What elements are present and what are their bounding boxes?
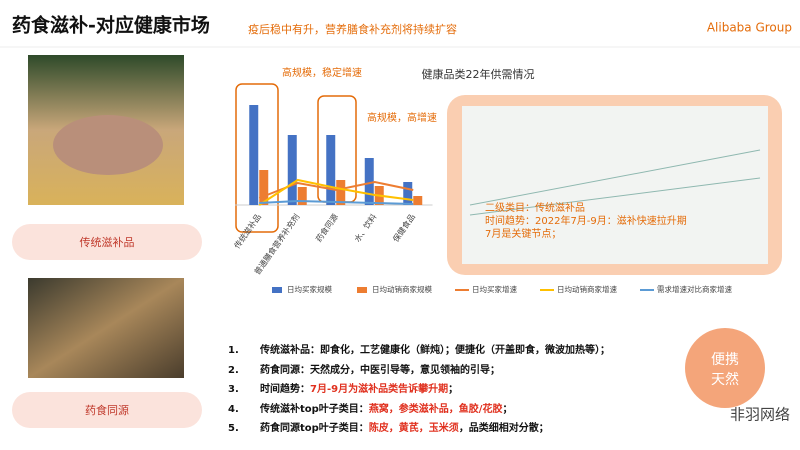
label-pill [12, 392, 202, 428]
legend-swatch [272, 287, 282, 293]
bar [403, 182, 413, 205]
overlay-text: 二级类目：传统滋补品 [485, 201, 585, 214]
bar [297, 187, 307, 205]
list-number: 3. [228, 384, 239, 395]
annotation: 高规模，稳定增速 [282, 66, 362, 79]
list-text: ，品类细相对分散； [458, 423, 549, 434]
x-tick-label: 保健食品 [390, 212, 417, 244]
annotation: 高规模，高增速 [367, 111, 437, 124]
card-label: 药食同源 [85, 403, 129, 417]
x-tick-label: 水、饮料 [352, 212, 379, 244]
photo [28, 278, 184, 378]
list-text: 时间趋势： [260, 384, 310, 395]
bar [249, 105, 259, 205]
list-number: 4. [228, 403, 239, 415]
list-text: 燕窝，参类滋补品，鱼胶/花胶 [368, 403, 503, 415]
x-tick-label: 药食同源 [313, 212, 340, 244]
list-text: 传统滋补品：即食化，工艺健康化（鲜炖）；便捷化（开盖即食，微波加热等）； [260, 345, 610, 356]
list-text: 药食同源：天然成分，中医引导等，意见领袖的引导； [260, 364, 500, 376]
bar [364, 158, 374, 205]
list-item: 4. 传统滋补top叶子类目：燕窝，参类滋补品，鱼胶/花胶； [228, 400, 610, 420]
logo: Alibaba Group [707, 21, 792, 35]
list-number: 1. [228, 345, 239, 356]
line [258, 178, 414, 206]
photo-bowl [53, 115, 163, 175]
list-text: 7月-9月为滋补品类告诉攀升期 [310, 384, 449, 395]
overlay-line [469, 149, 761, 206]
bar [287, 135, 297, 205]
line [259, 199, 414, 205]
list-item: 2. 药食同源：天然成分，中医引导等，意见领袖的引导； [228, 361, 610, 381]
badge-text: 天然 [711, 371, 739, 388]
bar [259, 170, 269, 205]
legend-swatch [357, 287, 367, 293]
legend-label: 需求增速对比商家增速 [657, 284, 732, 294]
bar [336, 180, 346, 205]
list-text: 陈皮，黄芪，玉米须 [368, 423, 459, 434]
list-item: 3. 时间趋势：7月-9月为滋补品类告诉攀升期； [228, 380, 610, 400]
title: 药食滋补-对应健康市场 [12, 14, 210, 37]
card-label: 传统滋补品 [80, 236, 135, 249]
legend-label: 日均买家规模 [287, 284, 332, 294]
overlay-text: 时间趋势：2022年7月-9月：滋补快速拉升期 [485, 214, 687, 227]
bar [326, 135, 336, 205]
overlay-screen [462, 106, 768, 264]
list-text: ； [448, 384, 459, 395]
overlay-text: 7月是关键节点； [485, 227, 561, 240]
highlight-box [235, 83, 279, 233]
list-item: 1. 传统滋补品：即食化，工艺健康化（鲜炖）；便捷化（开盖即食，微波加热等）； [228, 341, 610, 361]
overlay-line [469, 177, 761, 216]
chart-title: 健康品类22年供需情况 [422, 67, 535, 81]
subtitle: 疫后稳中有升，营养膳食补充剂将持续扩容 [248, 22, 457, 36]
badge-text: 便携 [711, 352, 739, 368]
list-number: 5. [228, 423, 239, 434]
legend-label: 日均买家增速 [472, 284, 517, 294]
bullet-list: 1. 传统滋补品：即食化，工艺健康化（鲜炖）；便捷化（开盖即食，微波加热等）； 2.… [228, 341, 610, 439]
bar [413, 196, 423, 205]
list-item: 5. 药食同源top叶子类目：陈皮，黄芪，玉米须，品类细相对分散； [228, 419, 610, 439]
list-number: 2. [228, 364, 239, 376]
legend-label: 日均动销商家规模 [372, 284, 432, 294]
list-text: 传统滋补top叶子类目： [260, 403, 369, 415]
watermark: 非羽网络 [730, 406, 790, 424]
badge [685, 328, 765, 408]
label-pill [12, 224, 202, 260]
list-text: 药食同源top叶子类目： [260, 423, 369, 434]
legend-label: 日均动销商家增速 [557, 284, 617, 294]
list-text: ； [502, 403, 513, 415]
